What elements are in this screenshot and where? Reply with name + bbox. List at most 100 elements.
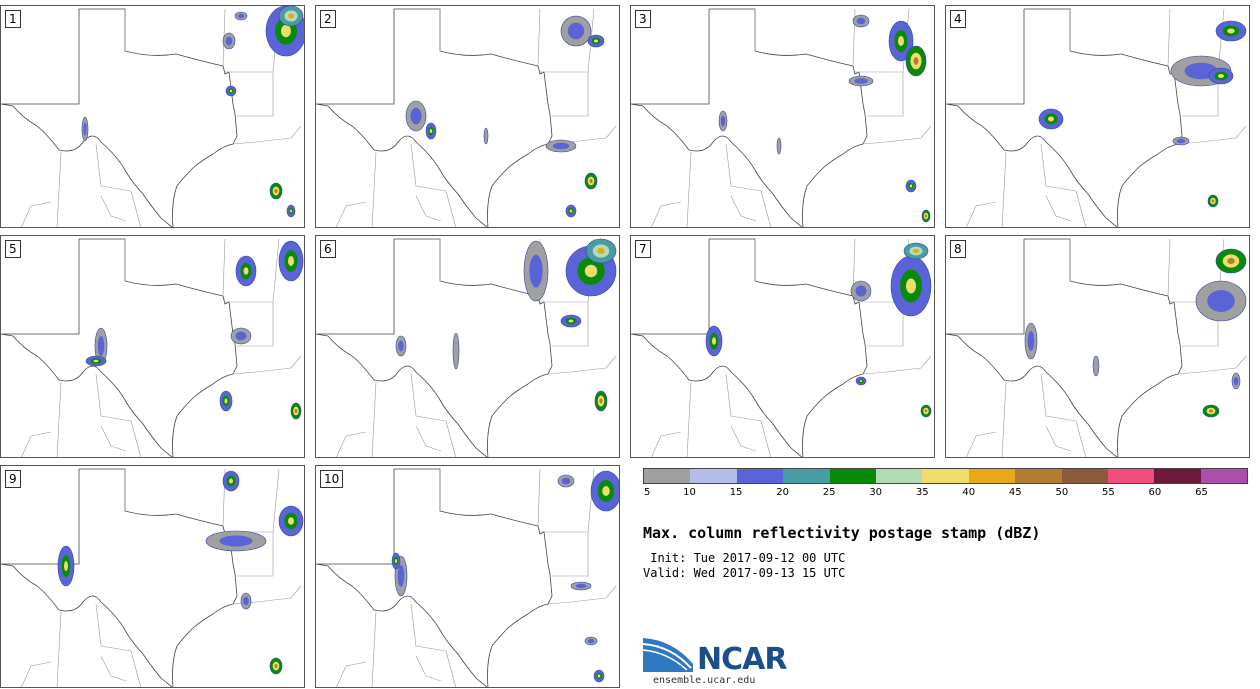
panel-label: 2 [320, 10, 336, 28]
panel-label: 5 [5, 240, 21, 258]
storm-peak [429, 129, 433, 133]
panel-label: 3 [635, 10, 651, 28]
storm-peak [913, 57, 919, 65]
panel-label: 1 [5, 10, 21, 28]
colorbar-segment [1061, 469, 1108, 483]
ensemble-member-panel: 1 [0, 5, 305, 228]
colorbar-ticks: 5 10 15 20 25 30 35 40 45 50 55 60 65 [643, 487, 1248, 501]
ensemble-member-panel: 6 [315, 235, 620, 458]
storm-core [398, 340, 404, 352]
storm-peak [599, 398, 603, 404]
colorbar-tick-label: 60 [1148, 487, 1162, 498]
ensemble-member-panel: 8 [945, 235, 1250, 458]
ensemble-member-panel: 2 [315, 5, 620, 228]
colorbar-segment [1107, 469, 1155, 483]
storm-core [83, 122, 87, 136]
logo-url: ensemble.ucar.edu [653, 675, 756, 686]
storm-core [575, 583, 587, 589]
reflectivity-map [316, 8, 617, 227]
figure-title: Max. column reflectivity postage stamp (… [643, 524, 1041, 542]
storm-core [243, 596, 249, 606]
colorbar-tick-label: 45 [1008, 487, 1022, 498]
colorbar-tick-label: 20 [776, 487, 789, 498]
reflectivity-map [1, 238, 304, 457]
storm-cell [452, 332, 460, 370]
colorbar-tick-label: 65 [1195, 487, 1208, 498]
storm-peak [925, 214, 927, 218]
storm-peak [243, 267, 249, 275]
colorbar-tick-label: 10 [683, 487, 696, 498]
storm-core [856, 17, 866, 25]
storm-peak [288, 13, 294, 19]
storm-peak [288, 256, 294, 266]
colorbar-tick-label: 55 [1102, 487, 1115, 498]
panel-label: 6 [320, 240, 336, 258]
colorbar [643, 468, 1248, 484]
panel-label: 10 [320, 470, 344, 488]
storm-core [1176, 138, 1186, 144]
storm-peak [909, 184, 913, 188]
storm-peak [288, 517, 294, 525]
storm-peak [281, 24, 291, 38]
storm-peak [1227, 258, 1235, 264]
storm-peak [395, 559, 397, 563]
storm-peak [1209, 409, 1213, 413]
storm-core [587, 638, 595, 644]
panel-label: 7 [635, 240, 651, 258]
storm-core [237, 13, 245, 19]
storm-peak [594, 39, 598, 43]
ensemble-member-panel: 7 [630, 235, 935, 458]
ensemble-member-panel: 5 [0, 235, 305, 458]
storm-peak [898, 36, 904, 46]
reflectivity-map [1, 6, 304, 227]
colorbar-tick-label: 50 [1055, 487, 1069, 498]
ensemble-member-panel: 10 [315, 465, 620, 688]
reflectivity-map [316, 468, 619, 687]
storm-peak [584, 264, 598, 278]
storm-cell [776, 137, 782, 155]
storm-peak [229, 89, 233, 93]
storm-peak [712, 337, 716, 345]
storm-core [567, 22, 585, 40]
storm-peak [294, 409, 298, 413]
reflectivity-map [316, 238, 617, 457]
ncar-logo-icon [643, 638, 693, 672]
colorbar-segment [829, 469, 876, 483]
run-info: Init: Tue 2017-09-12 00 UTC Valid: Wed 20… [643, 551, 845, 581]
storm-core [561, 477, 571, 485]
storm-peak [924, 409, 928, 413]
storm-peak [274, 664, 278, 668]
storm-core [410, 107, 422, 125]
colorbar-segment [968, 469, 1016, 483]
colorbar-tick-label: 25 [822, 487, 836, 498]
storm-core [552, 142, 570, 150]
colorbar-segment [875, 469, 923, 483]
storm-core [97, 336, 105, 356]
colorbar-segment [1154, 469, 1201, 483]
storm-core [855, 285, 867, 297]
storm-peak [224, 398, 228, 404]
storm-peak [93, 359, 99, 363]
storm-core [854, 78, 868, 84]
reflectivity-map [1, 468, 304, 687]
storm-peak [64, 561, 68, 571]
storm-core [720, 115, 726, 127]
storm-peak [290, 209, 292, 213]
panel-label: 4 [950, 10, 966, 28]
storm-core [225, 36, 233, 46]
storm-core [235, 331, 247, 341]
storm-peak [1227, 28, 1235, 34]
storm-peak [913, 249, 919, 253]
storm-peak [906, 278, 916, 294]
storm-cell [483, 127, 489, 145]
storm-peak [859, 380, 863, 382]
storm-core [529, 254, 543, 288]
ensemble-member-panel: 3 [630, 5, 935, 228]
colorbar-tick-label: 40 [962, 487, 976, 498]
storm-peak [1048, 116, 1054, 122]
storm-core [219, 535, 253, 547]
colorbar-segment [644, 469, 691, 483]
colorbar-segment [1200, 469, 1248, 483]
storm-peak [597, 248, 605, 254]
colorbar-tick-label: 35 [915, 487, 929, 498]
